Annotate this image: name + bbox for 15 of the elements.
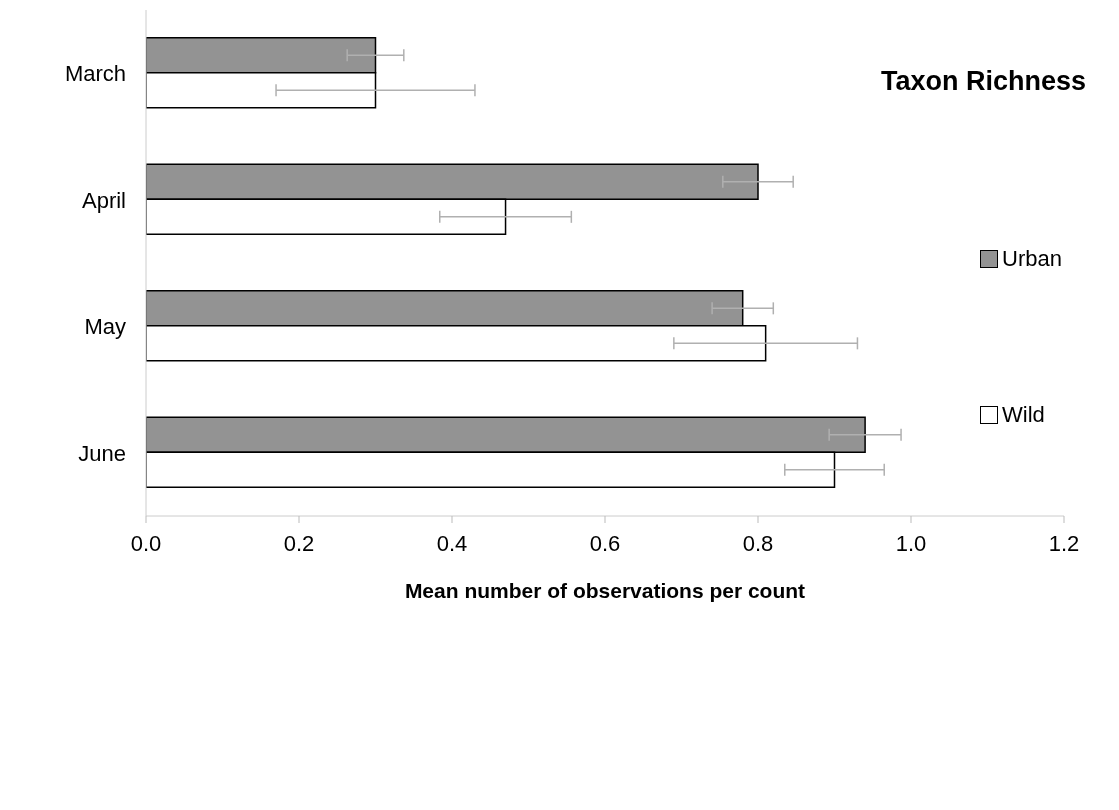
legend-label: Urban (1002, 246, 1062, 272)
x-tick-label: 1.2 (1048, 530, 1080, 556)
x-tick-label: 0.8 (742, 530, 774, 556)
x-axis-title: Mean number of observations per count (404, 579, 806, 602)
x-tick-label: 0.4 (436, 530, 468, 556)
legend-label: Wild (1002, 402, 1045, 428)
x-tick-label: 0.6 (589, 530, 621, 556)
y-tick-label: June (78, 440, 126, 466)
y-tick-label: April (81, 187, 126, 213)
x-tick-label: 0.0 (130, 530, 162, 556)
x-tick-label: 1.0 (895, 530, 927, 556)
x-tick-label: 0.2 (283, 530, 315, 556)
y-tick-label: May (84, 314, 126, 340)
text: Taxon Richness (880, 66, 1086, 97)
y-tick-label: March (64, 61, 126, 87)
